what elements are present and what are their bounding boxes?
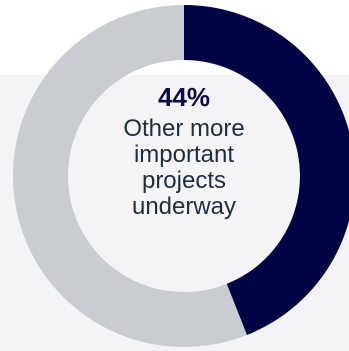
- center-percentage: 44%: [157, 82, 211, 112]
- center-label: 44% Other more important projects underw…: [92, 82, 276, 220]
- donut-slices: [13, 5, 349, 347]
- donut-slice-1: [184, 5, 349, 335]
- donut-slice-2: [13, 5, 247, 347]
- center-caption: Other more important projects underway: [123, 115, 245, 220]
